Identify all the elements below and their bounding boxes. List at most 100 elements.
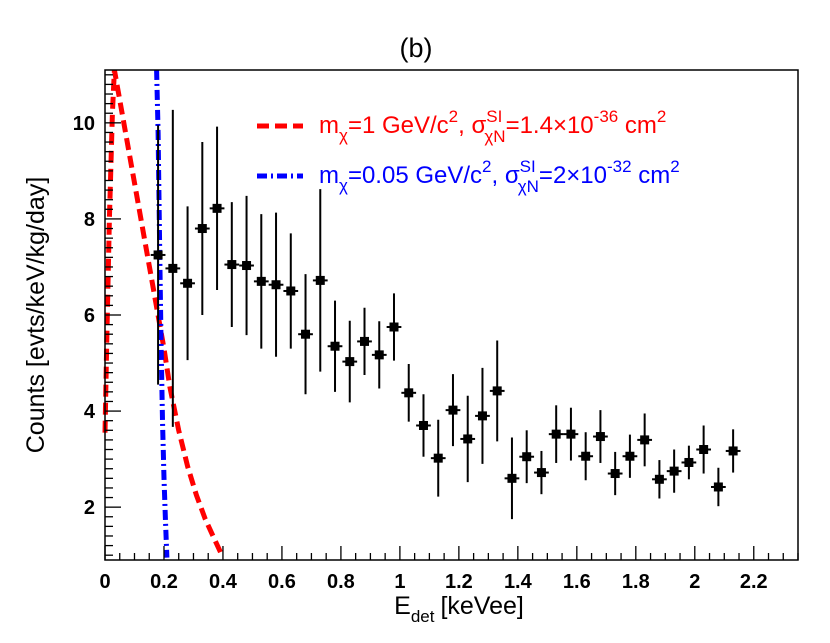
- legend-entry-1: mχ=1 GeV/c2, σSI χN=1.4×10-36 cm2: [257, 107, 666, 146]
- data-marker: [404, 388, 414, 398]
- data-marker: [713, 482, 723, 492]
- data-marker: [183, 278, 193, 288]
- data-point-4: [194, 142, 210, 315]
- x-tick-label: 0.6: [268, 571, 296, 593]
- data-point-26: [519, 430, 535, 484]
- data-point-38: [696, 425, 712, 474]
- y-tick-label: 4: [84, 401, 96, 423]
- data-point-23: [475, 367, 490, 464]
- data-point-11: [298, 274, 313, 395]
- data-marker: [463, 434, 473, 444]
- data-point-8: [253, 214, 269, 349]
- data-marker: [566, 429, 576, 439]
- x-axis-label-unit: [keVee]: [440, 592, 523, 620]
- data-point-1: [150, 125, 166, 385]
- data-point-21: [445, 374, 461, 447]
- data-marker: [197, 224, 207, 234]
- x-axis-label-sub: det: [411, 607, 435, 626]
- data-marker: [654, 474, 664, 484]
- data-marker: [345, 357, 355, 367]
- data-point-16: [371, 321, 387, 389]
- y-tick-label: 10: [73, 113, 95, 135]
- x-tick-label: 1.8: [622, 571, 650, 593]
- legend-entry-2: mχ=0.05 GeV/c2, σSI χN=2×10-32 cm2: [257, 157, 680, 196]
- data-marker: [256, 276, 266, 286]
- y-axis-label: Counts [evts/keV/kg/day]: [22, 177, 50, 454]
- data-marker: [507, 473, 517, 483]
- data-marker: [728, 446, 738, 456]
- data-marker: [640, 435, 650, 445]
- data-point-37: [681, 445, 697, 480]
- data-point-29: [563, 407, 579, 461]
- data-point-39: [711, 467, 726, 507]
- data-point-12: [312, 189, 328, 372]
- data-point-17: [386, 293, 402, 361]
- data-point-31: [593, 410, 608, 463]
- data-point-15: [357, 307, 372, 376]
- x-tick-label: 0.4: [209, 571, 238, 593]
- x-tick-label: 1.2: [445, 571, 473, 593]
- data-marker: [212, 203, 222, 213]
- x-axis-label: Edet [keVee]: [394, 592, 524, 626]
- axes: 0 0.2 0.4 0.6 0.8 1 1.2 1.4 1.6 1.8 2 2.2 2 4 6 8 10: [73, 74, 799, 593]
- data-point-13: [327, 300, 343, 392]
- y-tick-label: 6: [84, 305, 95, 327]
- data-point-28: [548, 405, 564, 463]
- x-tick-label: 1.4: [504, 571, 533, 593]
- data-point-33: [622, 434, 638, 478]
- data-marker: [595, 432, 605, 442]
- plot-content: [102, 69, 741, 559]
- y-tick-label: 8: [84, 209, 95, 231]
- data-point-27: [534, 450, 549, 495]
- data-marker: [271, 280, 281, 290]
- data-point-2: [165, 109, 181, 427]
- data-marker: [492, 386, 502, 396]
- legend: mχ=1 GeV/c2, σSI χN=1.4×10-36 cm2 mχ=0.05…: [257, 107, 680, 196]
- data-point-25: [504, 437, 520, 520]
- x-tick-label: 0.8: [327, 571, 355, 593]
- data-point-9: [268, 212, 284, 357]
- data-marker: [374, 350, 384, 360]
- data-marker: [242, 261, 252, 271]
- data-marker: [625, 451, 635, 461]
- data-marker: [610, 469, 620, 479]
- data-point-35: [652, 460, 667, 499]
- data-point-3: [180, 206, 195, 361]
- legend-text-005gev: mχ=0.05 GeV/c2, σSI χN=2×10-32 cm2: [319, 157, 680, 196]
- data-marker: [581, 451, 591, 461]
- data-point-24: [489, 340, 505, 442]
- data-point-36: [666, 449, 682, 493]
- data-marker: [418, 420, 428, 430]
- curve-1gev: [102, 69, 226, 559]
- data-point-5: [209, 126, 225, 291]
- data-point-6: [224, 202, 240, 328]
- x-axis-label-main: E: [394, 592, 411, 620]
- x-tick-label: 2: [689, 571, 700, 593]
- x-tick-label: 1: [394, 571, 405, 593]
- data-marker: [360, 336, 370, 346]
- data-marker: [315, 275, 325, 285]
- data-marker: [551, 429, 561, 439]
- data-point-18: [401, 364, 417, 422]
- data-point-34: [637, 413, 653, 467]
- data-marker: [477, 411, 487, 421]
- data-point-40: [725, 429, 741, 473]
- data-point-19: [416, 394, 431, 457]
- data-marker: [536, 468, 546, 478]
- x-tick-label: 0: [99, 571, 110, 593]
- data-marker: [330, 341, 340, 351]
- legend-text-1gev: mχ=1 GeV/c2, σSI χN=1.4×10-36 cm2: [319, 107, 666, 146]
- data-marker: [168, 263, 178, 273]
- data-point-32: [607, 451, 623, 496]
- data-point-22: [460, 395, 476, 483]
- x-tick-label: 0.2: [150, 571, 178, 593]
- data-marker: [301, 329, 311, 339]
- data-marker: [389, 322, 399, 332]
- data-marker: [699, 445, 709, 455]
- data-marker: [153, 250, 163, 260]
- y-tick-label: 2: [84, 497, 95, 519]
- data-marker: [227, 260, 237, 270]
- data-marker: [684, 457, 694, 467]
